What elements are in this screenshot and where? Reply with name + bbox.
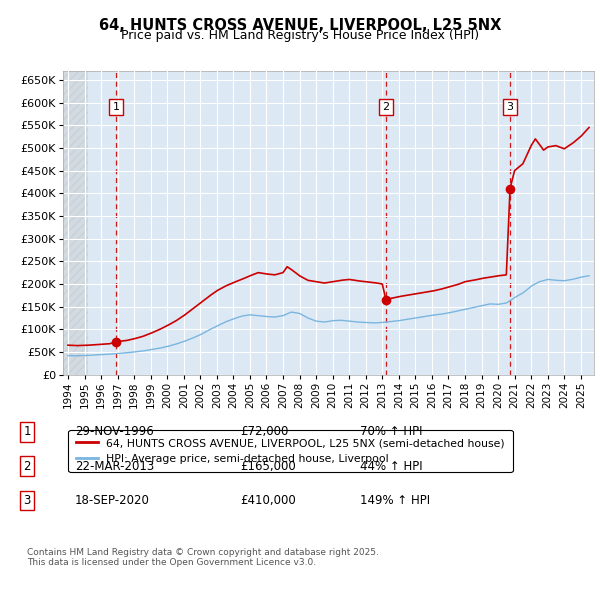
Text: 29-NOV-1996: 29-NOV-1996 <box>75 425 154 438</box>
Text: 3: 3 <box>506 102 514 112</box>
Text: 64, HUNTS CROSS AVENUE, LIVERPOOL, L25 5NX: 64, HUNTS CROSS AVENUE, LIVERPOOL, L25 5… <box>99 18 501 32</box>
Text: 3: 3 <box>23 494 31 507</box>
Text: £72,000: £72,000 <box>240 425 289 438</box>
Text: £410,000: £410,000 <box>240 494 296 507</box>
Legend: 64, HUNTS CROSS AVENUE, LIVERPOOL, L25 5NX (semi-detached house), HPI: Average p: 64, HUNTS CROSS AVENUE, LIVERPOOL, L25 5… <box>68 430 512 472</box>
Text: 18-SEP-2020: 18-SEP-2020 <box>75 494 150 507</box>
Text: 70% ↑ HPI: 70% ↑ HPI <box>360 425 422 438</box>
Text: Price paid vs. HM Land Registry's House Price Index (HPI): Price paid vs. HM Land Registry's House … <box>121 30 479 42</box>
Text: 22-MAR-2013: 22-MAR-2013 <box>75 460 154 473</box>
Text: 149% ↑ HPI: 149% ↑ HPI <box>360 494 430 507</box>
Text: 2: 2 <box>23 460 31 473</box>
Text: 1: 1 <box>23 425 31 438</box>
Text: 44% ↑ HPI: 44% ↑ HPI <box>360 460 422 473</box>
Bar <box>63 71 88 375</box>
Text: Contains HM Land Registry data © Crown copyright and database right 2025.
This d: Contains HM Land Registry data © Crown c… <box>27 548 379 567</box>
Text: 2: 2 <box>382 102 389 112</box>
Text: 1: 1 <box>113 102 119 112</box>
Text: £165,000: £165,000 <box>240 460 296 473</box>
